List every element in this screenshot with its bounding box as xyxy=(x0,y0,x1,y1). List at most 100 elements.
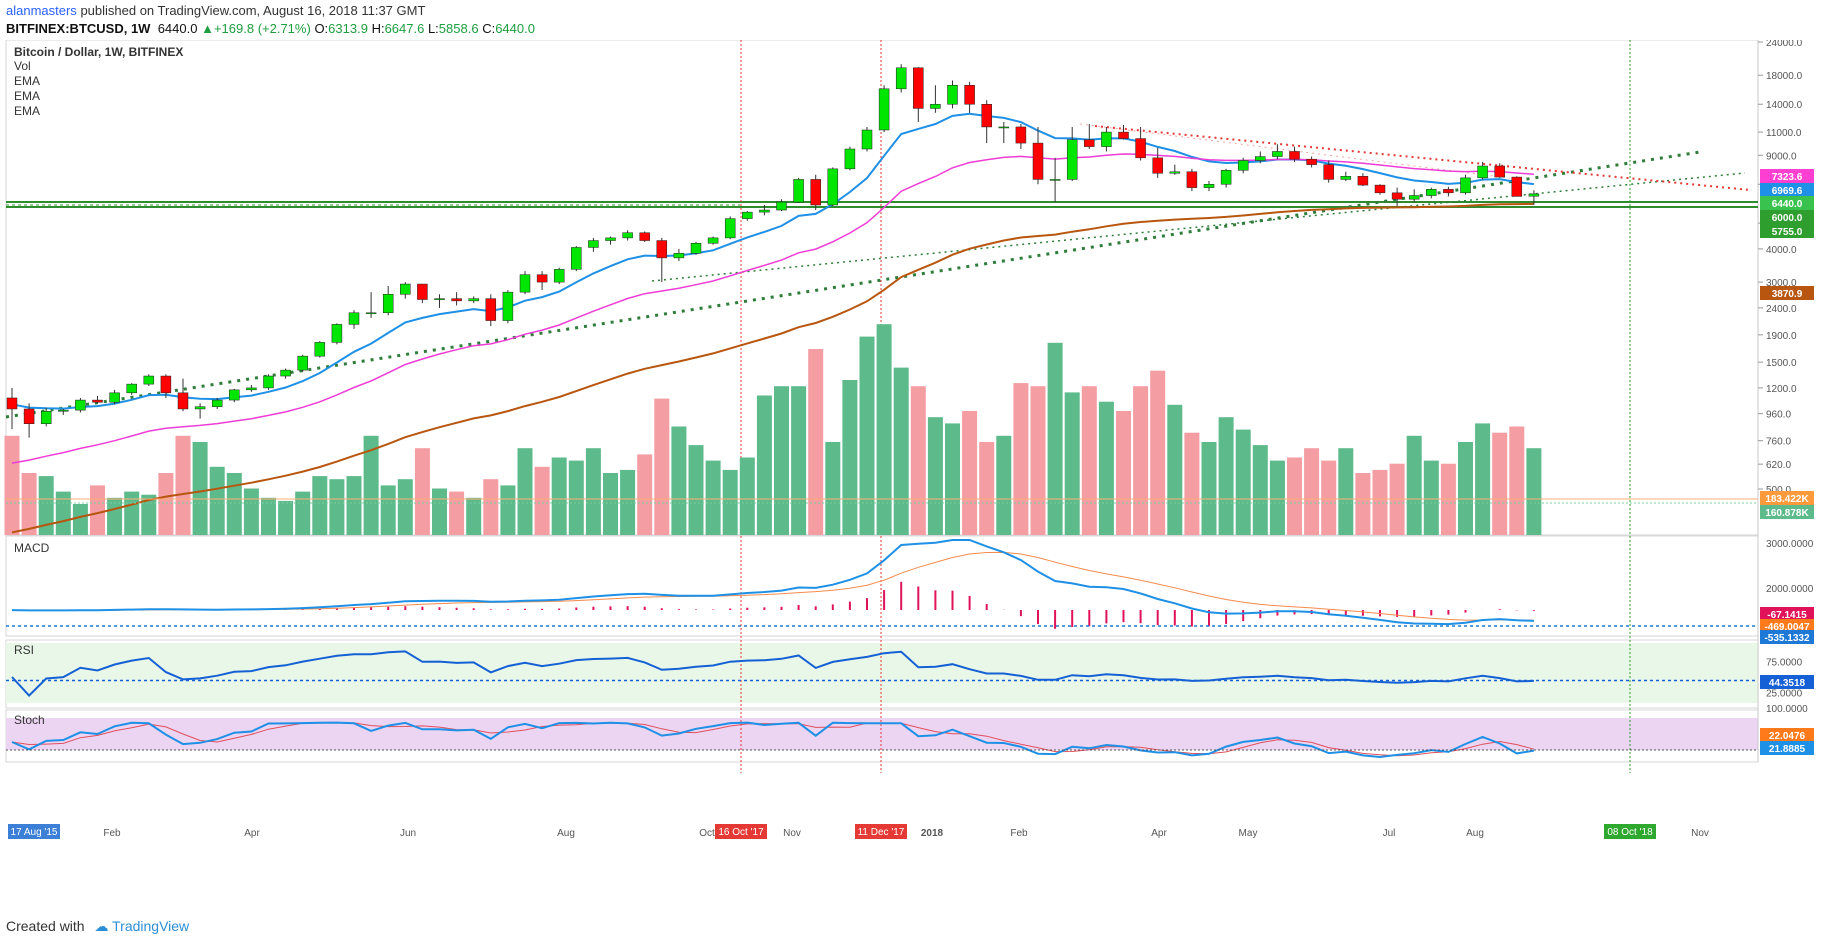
volume-bar xyxy=(209,466,225,535)
candle-body xyxy=(1272,151,1283,157)
publish-text: published on TradingView.com, August 16,… xyxy=(80,3,426,18)
volume-bar xyxy=(346,476,362,535)
volume-bar xyxy=(449,491,465,535)
candle-body xyxy=(759,209,770,213)
price-change: +169.8 (+2.71%) xyxy=(213,21,311,36)
author-link[interactable]: alanmasters xyxy=(6,3,77,18)
volume-bar xyxy=(842,380,858,535)
candle-body xyxy=(485,298,497,321)
volume-bar xyxy=(1013,383,1029,535)
volume-bar xyxy=(876,324,892,535)
candle-body xyxy=(502,291,514,321)
stoch-label: Stoch xyxy=(14,713,45,727)
candle-body xyxy=(1357,176,1369,186)
price-badge-bg xyxy=(1760,196,1814,210)
candle-body xyxy=(246,387,257,391)
time-tick-label: May xyxy=(1239,828,1258,839)
price-axis: 24000.018000.014000.011000.09000.07000.0… xyxy=(1758,40,1803,496)
stoch-badge-bg xyxy=(1760,741,1814,755)
candle-body xyxy=(1169,171,1181,174)
macd-pane[interactable] xyxy=(5,535,1759,637)
created-with-text: Created with xyxy=(6,918,85,934)
legend-title: Bitcoin / Dollar, 1W, BITFINEX xyxy=(14,45,183,59)
candle-body xyxy=(536,274,548,283)
candle-body xyxy=(143,375,155,385)
price-tick-label: 2400.0 xyxy=(1766,304,1797,315)
macd-badge-bg xyxy=(1760,607,1814,621)
candle-body xyxy=(827,168,839,206)
candle-body xyxy=(1477,165,1488,179)
volume-bar xyxy=(295,491,311,535)
volume-bar xyxy=(1047,342,1063,535)
macd-line xyxy=(11,539,1534,626)
candle-body xyxy=(160,375,172,394)
stoch-badge: 21.8885 xyxy=(1769,744,1806,755)
price-tick-label: 1500.0 xyxy=(1766,358,1797,369)
legend-ema-3: EMA xyxy=(14,104,40,118)
volume-bar xyxy=(397,479,413,535)
volume-bar xyxy=(243,488,259,535)
candle-body xyxy=(1118,131,1129,139)
symbol: BITFINEX:BTCUSD, 1W xyxy=(6,21,151,36)
candle-body xyxy=(1084,139,1095,147)
volume-bar xyxy=(500,485,516,535)
price-badge: 6969.6 xyxy=(1772,186,1803,197)
legend-ema-2: EMA xyxy=(14,89,40,103)
time-tick-label: Aug xyxy=(557,828,575,839)
candle-body xyxy=(1101,131,1112,147)
candle-body xyxy=(331,324,343,343)
candle-body xyxy=(417,283,428,300)
date-badge-bg xyxy=(715,824,767,839)
high-value: 6647.6 xyxy=(384,21,425,36)
candle-body xyxy=(126,383,137,394)
candle-body xyxy=(707,237,719,244)
volume-bar xyxy=(329,479,345,535)
chart-area[interactable]: 24000.018000.014000.011000.09000.07000.0… xyxy=(0,40,1828,910)
candle-body xyxy=(1323,164,1334,180)
volume-bar xyxy=(261,497,276,535)
time-tick-label: Feb xyxy=(103,828,121,839)
candle-body xyxy=(1391,192,1403,200)
volume-bar xyxy=(808,349,824,535)
price-tick-label: 3000.0 xyxy=(1766,278,1797,289)
rsi-tick-label: 75.0000 xyxy=(1766,658,1803,669)
date-badge-bg xyxy=(8,824,60,839)
volume-bar xyxy=(1081,386,1097,535)
volume-bar xyxy=(1218,417,1234,535)
volume-bar xyxy=(1133,386,1149,535)
volume-bar xyxy=(774,386,789,535)
candle-body xyxy=(724,218,736,239)
candle-body xyxy=(400,283,411,295)
volume-bar xyxy=(568,460,584,535)
volume-bar xyxy=(124,491,140,535)
tradingview-logo[interactable]: ☁ TradingView xyxy=(94,918,189,934)
price-badge-bg xyxy=(1760,183,1814,197)
close-label: C: xyxy=(482,21,496,36)
volume-bar xyxy=(278,500,294,535)
candle-body xyxy=(92,399,103,403)
volume-bar xyxy=(1201,442,1217,535)
macd-badge-bg xyxy=(1760,630,1814,644)
candle-body xyxy=(109,392,120,403)
candle-body xyxy=(297,355,308,371)
candle-body xyxy=(605,237,616,241)
price-tick-label: 18000.0 xyxy=(1766,71,1803,82)
volume-bar xyxy=(1030,386,1046,535)
legend-vol: Vol xyxy=(14,59,31,73)
volume-bar xyxy=(72,504,88,535)
candle-body xyxy=(40,411,52,424)
candle-body xyxy=(1220,170,1232,185)
candle-body xyxy=(947,85,958,105)
price-badge: 6000.0 xyxy=(1772,213,1803,224)
candle-body xyxy=(1255,156,1266,161)
volume-bar xyxy=(996,435,1012,535)
candle-body xyxy=(6,397,18,410)
volume-bar xyxy=(654,398,670,535)
time-tick-label: Oct xyxy=(699,828,715,839)
candle-body xyxy=(1408,195,1420,200)
volume-bar xyxy=(1150,370,1166,535)
price-tick-label: 24000.0 xyxy=(1766,40,1803,49)
candle-body xyxy=(1135,138,1146,159)
time-tick-label: Apr xyxy=(244,828,260,839)
